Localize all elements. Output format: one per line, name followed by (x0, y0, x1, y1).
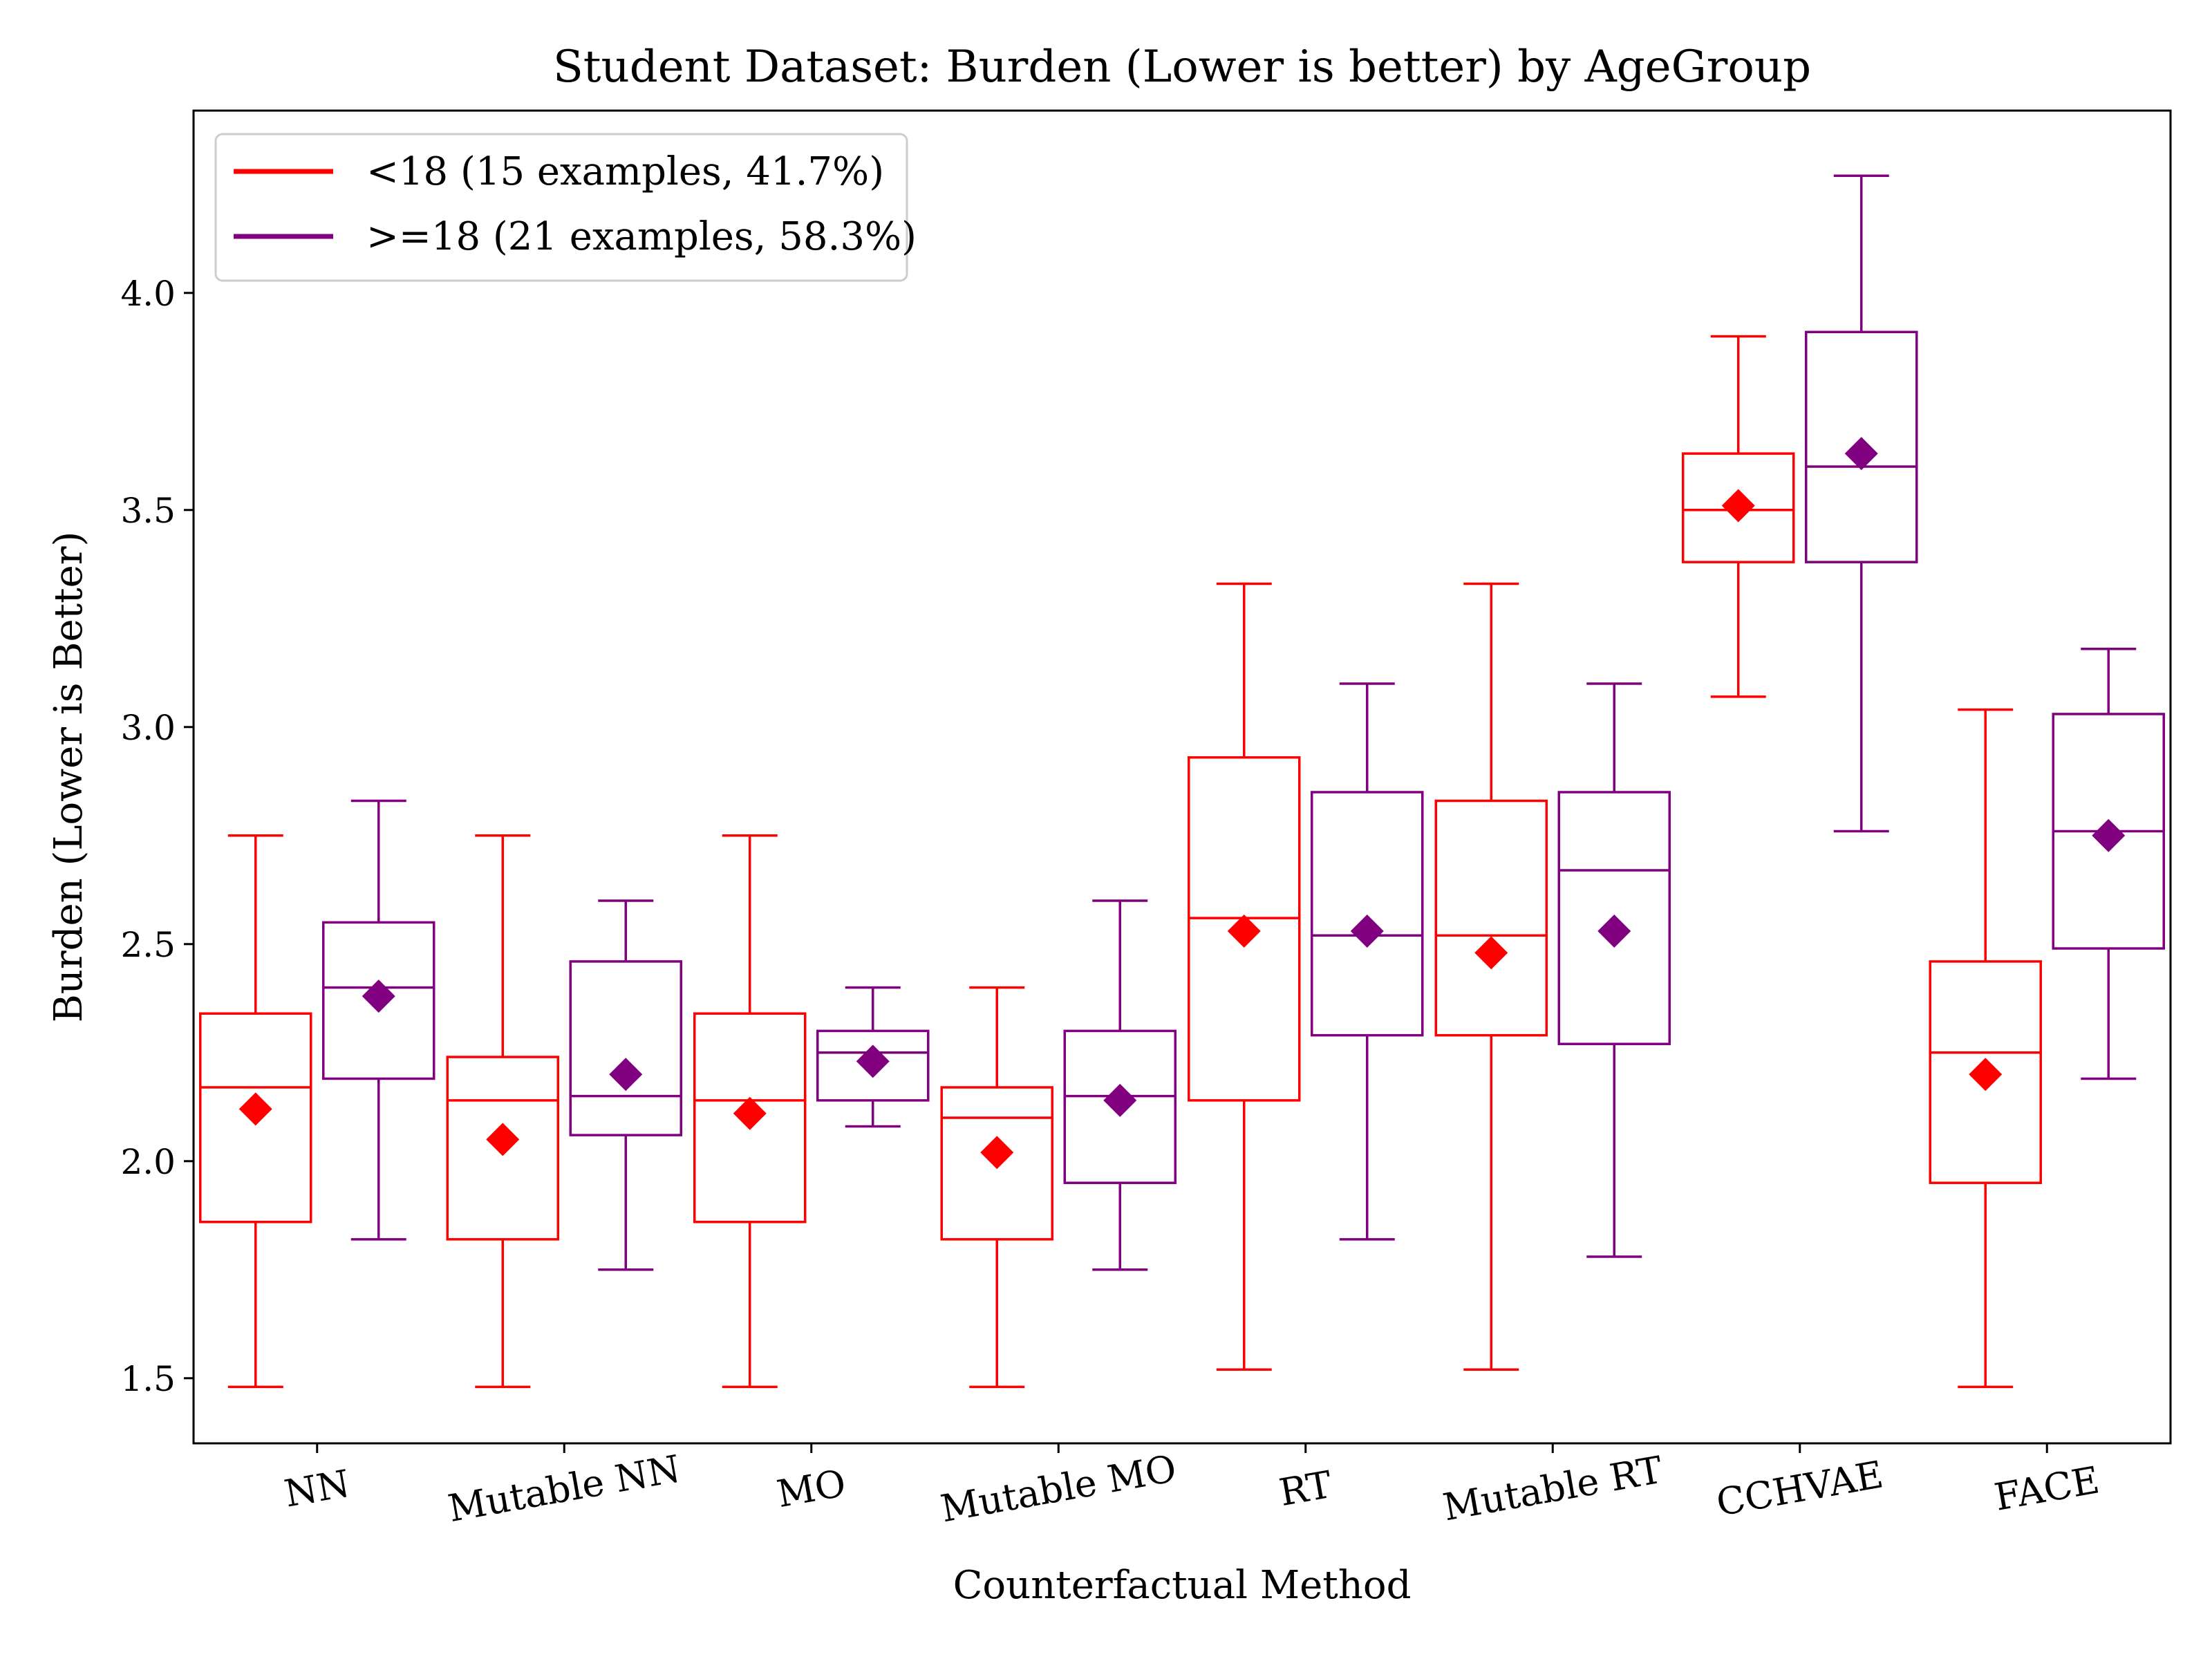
mean-marker-series-1-7 (1844, 437, 1878, 471)
y-tick-label-3: 3.0 (120, 708, 176, 748)
plot-area (199, 174, 2165, 1389)
box-series-0-1 (199, 1012, 312, 1224)
mean-marker-series-1-5 (1350, 914, 1384, 948)
mean-marker-series-1-4 (1103, 1083, 1137, 1117)
series-0 (199, 335, 2042, 1389)
mean-marker-series-0-8 (1969, 1058, 2003, 1091)
box-series-1-2 (569, 960, 682, 1136)
box-series-0-6 (1434, 799, 1548, 1037)
box-series-0-5 (1188, 756, 1301, 1102)
y-tick-label-5: 4.0 (120, 274, 176, 314)
mean-marker-series-1-6 (1597, 914, 1631, 948)
box-series-0-4 (940, 1086, 1053, 1241)
x-axis-label: Counterfactual Method (953, 1563, 1412, 1608)
box-series-1-5 (1311, 791, 1424, 1037)
chart-title: Student Dataset: Burden (Lower is better… (553, 41, 1811, 93)
legend-frame (214, 133, 908, 282)
mean-marker-series-0-2 (486, 1123, 520, 1156)
y-axis-label: Burden (Lower is Better) (46, 532, 91, 1023)
y-tick-label-0: 1.5 (120, 1359, 176, 1399)
legend-label-18-and-over: >=18 (21 examples, 58.3%) (366, 214, 917, 259)
box-series-1-7 (1805, 330, 1918, 563)
x-tick-label-4: RT (1276, 1463, 1335, 1515)
mean-marker-series-1-3 (856, 1044, 890, 1078)
box-series-0-8 (1929, 960, 2042, 1184)
mean-marker-series-1-2 (609, 1058, 643, 1091)
box-series-1-6 (1557, 791, 1671, 1045)
box-series-0-7 (1682, 452, 1795, 563)
legend-label-under-18: <18 (15 examples, 41.7%) (366, 149, 884, 194)
y-tick-label-2: 2.5 (120, 925, 176, 965)
box-series-0-3 (693, 1012, 807, 1224)
mean-marker-series-1-1 (362, 980, 395, 1013)
box-series-1-3 (816, 1029, 930, 1102)
mean-marker-series-0-1 (238, 1092, 272, 1126)
mean-marker-series-1-8 (2092, 818, 2126, 852)
mean-marker-series-0-3 (733, 1096, 767, 1130)
y-tick-label-4: 3.5 (120, 491, 176, 531)
legend: <18 (15 examples, 41.7%) >=18 (21 exampl… (214, 133, 917, 282)
mean-marker-series-0-7 (1721, 489, 1755, 523)
mean-marker-series-0-5 (1227, 914, 1261, 948)
box-series-1-1 (322, 921, 435, 1080)
box-series-1-4 (1063, 1029, 1177, 1184)
box-series-0-2 (446, 1056, 559, 1241)
plot-frame (192, 109, 2172, 1445)
mean-marker-series-0-6 (1474, 936, 1508, 970)
y-tick-label-1: 2.0 (120, 1142, 176, 1182)
mean-marker-series-0-4 (980, 1136, 1014, 1170)
series-1 (322, 174, 2165, 1271)
